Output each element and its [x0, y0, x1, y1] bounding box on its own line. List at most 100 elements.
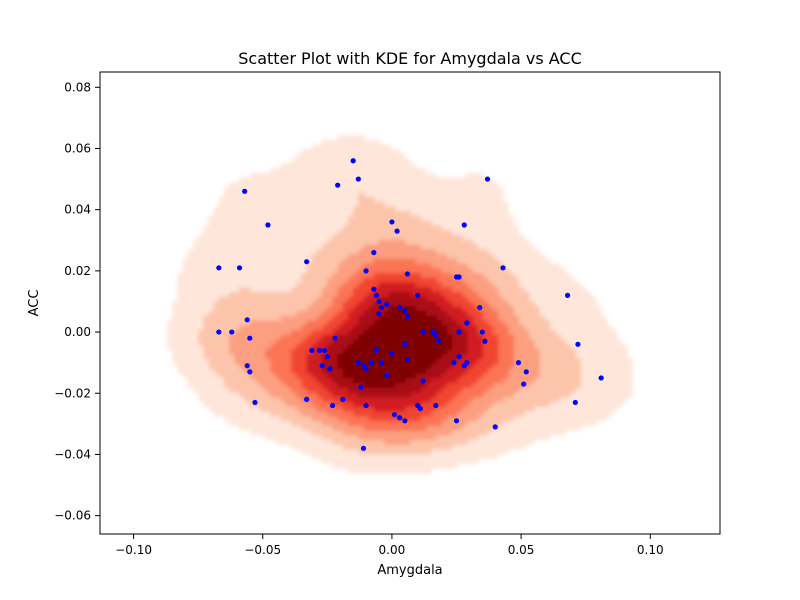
- scatter-point-82: [391, 412, 398, 418]
- scatter-point-19: [564, 292, 571, 298]
- scatter-point-3: [335, 182, 341, 188]
- scatter-point-16: [404, 271, 411, 277]
- scatter-point-28: [477, 304, 483, 311]
- scatter-point-58: [384, 372, 390, 378]
- scatter-point-13: [236, 265, 243, 271]
- scatter-point-35: [332, 335, 338, 341]
- y-axis-label: ACC: [27, 290, 42, 317]
- scatter-point-64: [515, 360, 522, 366]
- scatter-point-8: [389, 219, 395, 225]
- y-axis-ticks: −0.06 −0.04 −0.02 0.00 0.02 0.04 0.06 0.08: [54, 80, 100, 523]
- x-axis-ticks: −0.10 −0.05 0.00 0.05 0.10: [115, 534, 664, 557]
- scatter-point-20: [415, 292, 421, 298]
- scatter-point-25: [384, 301, 390, 308]
- scatter-point-75: [304, 396, 310, 402]
- scatter-point-31: [229, 329, 235, 335]
- scatter-point-63: [464, 360, 470, 366]
- scatter-point-59: [368, 360, 374, 366]
- x-axis-label: Amygdala: [377, 563, 442, 578]
- scatter-point-86: [492, 424, 498, 430]
- scatter-point-22: [373, 292, 380, 298]
- scatter-point-9: [394, 228, 400, 234]
- scatter-point-76: [340, 396, 346, 402]
- scatter-point-49: [319, 363, 325, 369]
- scatter-point-77: [329, 402, 336, 409]
- chart-title: Scatter Plot with KDE for Amygdala vs AC…: [238, 49, 582, 68]
- scatter-point-74: [358, 384, 364, 390]
- scatter-point-26: [397, 304, 403, 311]
- scatter-point-87: [360, 445, 367, 451]
- scatter-point-83: [397, 415, 403, 421]
- scatter-point-36: [376, 311, 382, 317]
- scatter-point-53: [404, 357, 411, 363]
- scatter-point-10: [371, 249, 377, 256]
- scatter-point-50: [327, 366, 333, 372]
- scatter-point-11: [304, 259, 310, 265]
- scatter-point-48: [324, 353, 330, 360]
- scatter-point-80: [417, 405, 423, 412]
- scatter-point-65: [523, 369, 529, 375]
- y-tick-label: 0.02: [64, 264, 91, 278]
- scatter-point-14: [500, 265, 506, 271]
- scatter-point-40: [435, 338, 442, 344]
- scatter-point-46: [316, 347, 323, 354]
- scatter-point-73: [420, 378, 426, 384]
- scatter-point-41: [456, 329, 462, 335]
- kde-density-contours: [167, 134, 633, 474]
- y-tick-label: 0.04: [64, 203, 91, 217]
- scatter-points: [216, 158, 604, 451]
- scatter-point-6: [265, 222, 271, 228]
- scatter-point-56: [363, 366, 369, 372]
- scatter-point-33: [404, 314, 411, 320]
- scatter-point-24: [378, 304, 385, 311]
- scatter-point-69: [572, 399, 578, 406]
- scatter-point-21: [371, 286, 377, 292]
- scatter-point-29: [244, 317, 250, 323]
- scatter-point-1: [350, 158, 356, 164]
- y-tick-label: 0.08: [64, 80, 91, 94]
- scatter-point-43: [482, 338, 488, 344]
- scatter-point-5: [242, 188, 248, 194]
- y-tick-label: 0.00: [64, 325, 91, 339]
- scatter-point-72: [252, 399, 258, 406]
- scatter-point-30: [216, 329, 222, 335]
- scatter-point-81: [433, 402, 439, 409]
- scatter-point-84: [402, 418, 408, 424]
- scatter-point-39: [433, 332, 439, 338]
- scatter-point-52: [389, 350, 395, 357]
- scatter-point-78: [363, 402, 369, 409]
- scatter-point-71: [247, 369, 253, 375]
- plot-area-frame: [99, 71, 721, 535]
- scatter-point-61: [456, 353, 462, 360]
- scatter-point-27: [402, 308, 408, 314]
- scatter-point-68: [598, 375, 604, 381]
- scatter-point-66: [521, 381, 527, 387]
- scatter-point-4: [484, 176, 491, 182]
- scatter-point-51: [373, 347, 380, 354]
- scatter-point-12: [216, 265, 222, 271]
- y-tick-label: −0.02: [54, 386, 91, 400]
- scatter-point-54: [355, 360, 361, 366]
- scatter-point-23: [376, 298, 382, 305]
- scatter-point-57: [378, 360, 385, 366]
- scatter-point-44: [402, 341, 408, 347]
- scatter-point-85: [453, 418, 460, 424]
- scatter-point-7: [461, 222, 467, 228]
- x-tick-label: −0.05: [244, 543, 281, 557]
- scatter-point-67: [575, 341, 581, 347]
- scatter-point-70: [244, 363, 250, 369]
- x-tick-label: 0.05: [508, 543, 535, 557]
- scatter-point-42: [479, 329, 485, 335]
- x-tick-label: −0.10: [115, 543, 152, 557]
- scatter-point-18: [456, 274, 462, 280]
- x-tick-label: 0.00: [379, 543, 406, 557]
- x-tick-label: 0.10: [637, 543, 664, 557]
- scatter-point-45: [309, 347, 315, 354]
- y-tick-label: −0.04: [54, 447, 91, 461]
- scatter-point-47: [322, 347, 328, 354]
- scatter-point-15: [363, 268, 369, 274]
- y-tick-label: 0.06: [64, 141, 91, 155]
- scatter-point-34: [247, 335, 253, 341]
- scatter-point-60: [451, 360, 457, 366]
